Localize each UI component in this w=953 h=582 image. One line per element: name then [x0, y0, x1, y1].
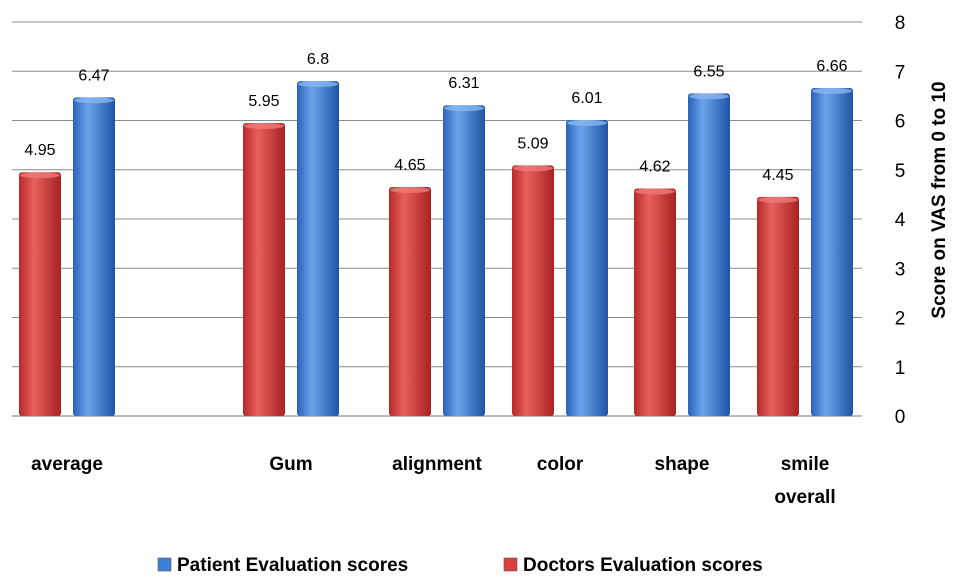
data-label: 6.31: [448, 75, 479, 92]
y-tick-label: 5: [895, 161, 906, 182]
bar: [73, 97, 115, 416]
bar: [443, 105, 485, 417]
bar-top: [390, 186, 430, 193]
data-label: 6.8: [307, 51, 329, 68]
legend-label: Patient Evaluation scores: [177, 555, 408, 576]
data-label: 6.01: [571, 90, 602, 107]
data-label: 4.95: [24, 142, 55, 159]
x-tick-label: smile: [781, 454, 830, 475]
bar: [811, 87, 853, 417]
bar-top: [812, 87, 852, 94]
bar-top: [513, 165, 553, 172]
data-label: 6.66: [816, 58, 847, 75]
bar: [566, 120, 608, 416]
x-tick-label: overall: [774, 487, 835, 508]
gridlines: [12, 21, 862, 417]
data-label: 4.62: [639, 158, 670, 175]
y-tick-label: 1: [895, 358, 906, 379]
legend-label: Doctors Evaluation scores: [523, 555, 763, 576]
bar: [389, 186, 431, 416]
data-label: 5.09: [517, 135, 548, 152]
y-tick-label: 7: [895, 62, 906, 83]
bar-top: [758, 196, 798, 203]
x-tick-label: alignment: [392, 454, 482, 475]
bar: [297, 81, 339, 416]
legend-swatch: [157, 557, 172, 572]
y-tick-label: 4: [895, 210, 906, 231]
x-tick-label: Gum: [269, 454, 312, 475]
bar-top: [244, 122, 284, 129]
y-tick-label: 3: [895, 259, 906, 280]
data-label: 5.95: [248, 93, 279, 110]
bar-top: [635, 188, 675, 195]
y-tick-label: 8: [895, 13, 906, 34]
x-tick-label: average: [31, 454, 103, 475]
legend-swatch: [503, 557, 518, 572]
bar: [688, 93, 730, 416]
y-axis-ticks: 0 1 2 3 4 5 6 7 8: [895, 13, 906, 428]
legend: Patient Evaluation scores Doctors Evaluat…: [157, 555, 763, 576]
data-label: 4.45: [762, 167, 793, 184]
bar-top: [20, 172, 60, 179]
data-labels: 4.95 5.95 4.65 5.09 4.62 4.45 6.47 6.8 6.31 6.01 6…: [24, 51, 847, 184]
y-tick-label: 0: [895, 407, 906, 428]
y-tick-label: 6: [895, 112, 906, 133]
bar-top: [444, 105, 484, 112]
category-labels: average Gum alignment color shape smile overal…: [31, 454, 836, 508]
data-label: 4.65: [394, 157, 425, 174]
bar-top: [567, 120, 607, 127]
bars: [19, 81, 853, 417]
y-tick-label: 2: [895, 309, 906, 330]
bar: [634, 188, 676, 416]
bar: [243, 122, 285, 417]
bar-top: [689, 93, 729, 100]
y-axis-title: Score on VAS from 0 to 10: [929, 81, 950, 318]
bar-top: [74, 97, 114, 104]
data-label: 6.47: [78, 67, 109, 84]
x-tick-label: shape: [655, 454, 710, 475]
bar: [19, 172, 61, 416]
bar-top: [298, 81, 338, 88]
x-tick-label: color: [537, 454, 584, 475]
data-label: 6.55: [693, 63, 724, 80]
bar: [512, 165, 554, 416]
bar: [757, 196, 799, 416]
